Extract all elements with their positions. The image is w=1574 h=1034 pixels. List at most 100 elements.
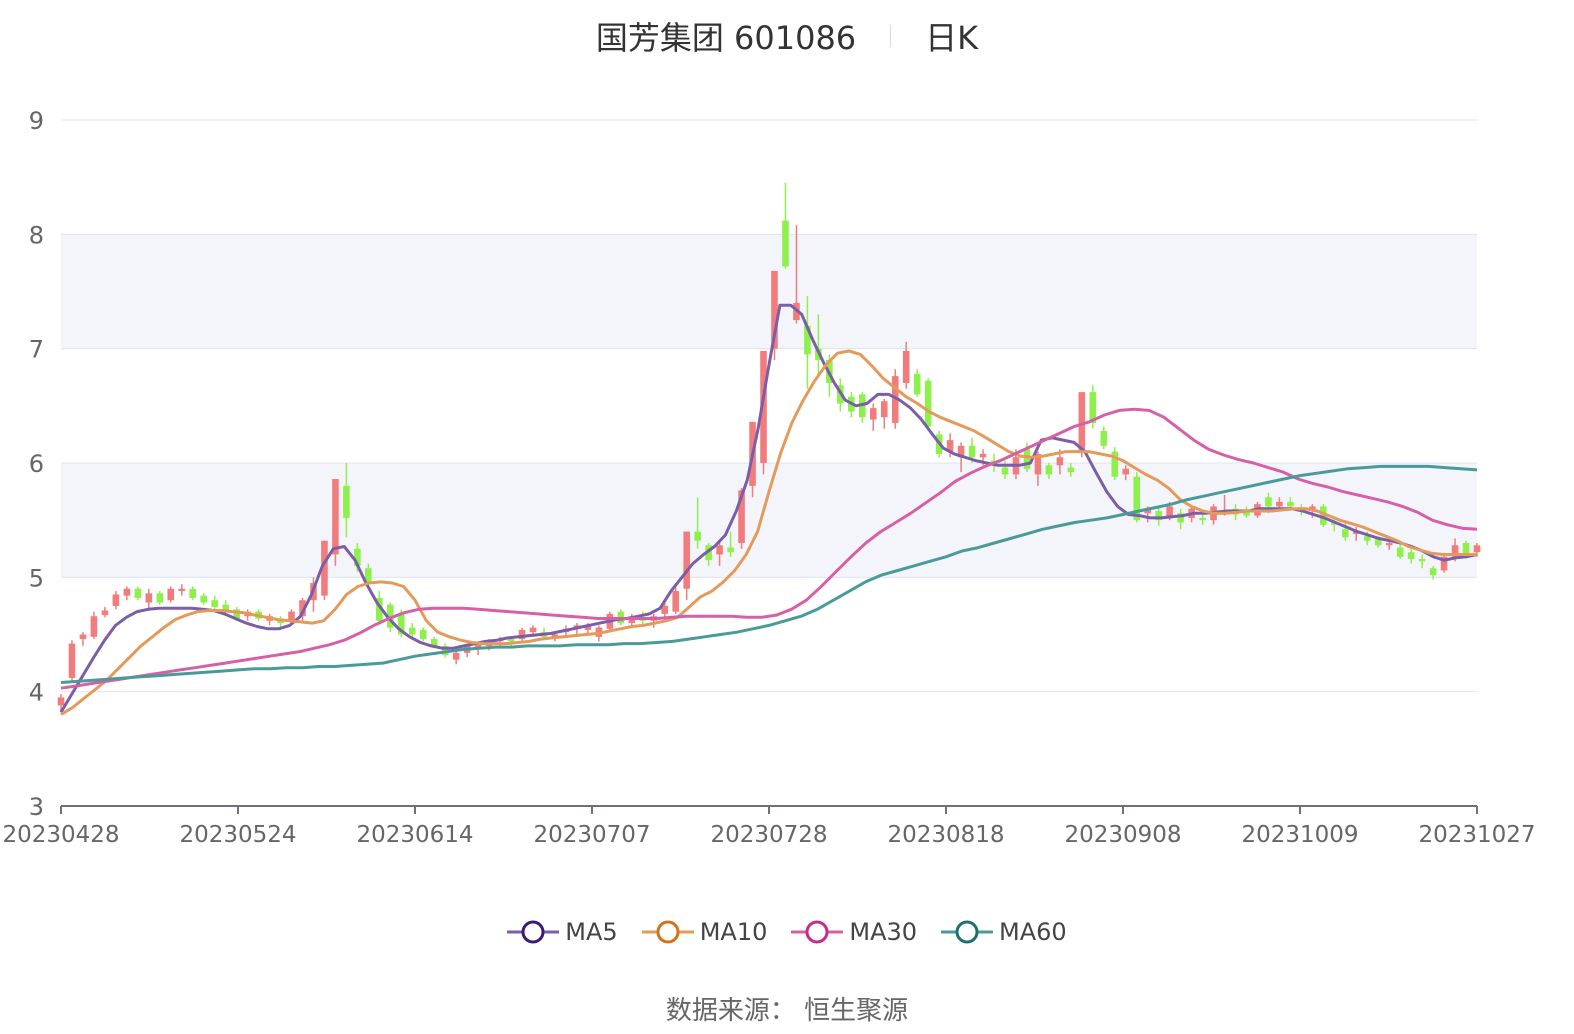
y-tick-label: 6 bbox=[29, 450, 44, 478]
candle-body bbox=[661, 605, 669, 614]
x-tick-label: 20231027 bbox=[1418, 822, 1535, 848]
candle-body bbox=[57, 697, 65, 706]
candle-body bbox=[804, 325, 811, 355]
candle-body bbox=[1451, 545, 1459, 557]
x-tick-label: 20230728 bbox=[710, 822, 827, 848]
candle-body bbox=[112, 594, 120, 606]
candle-body bbox=[1023, 449, 1031, 469]
legend-item-ma30[interactable]: MA30 bbox=[791, 917, 917, 947]
candle-body bbox=[946, 440, 954, 452]
candle-body bbox=[924, 380, 932, 427]
candle-body bbox=[1078, 392, 1086, 452]
x-tick-label: 20230428 bbox=[2, 822, 119, 848]
candle-body bbox=[1177, 513, 1184, 523]
candle-body bbox=[1199, 517, 1206, 521]
candle-body bbox=[332, 479, 339, 555]
candle-body bbox=[167, 588, 175, 601]
x-tick-label: 20230524 bbox=[179, 822, 296, 848]
candle-body bbox=[1056, 457, 1064, 466]
candle-body bbox=[1265, 497, 1272, 507]
candle-body bbox=[277, 620, 284, 624]
period-label: 日K bbox=[925, 19, 979, 57]
legend-label: MA10 bbox=[699, 918, 768, 946]
legend-item-ma10[interactable]: MA10 bbox=[641, 917, 768, 947]
candle-body bbox=[365, 568, 372, 584]
candle-body bbox=[957, 445, 965, 458]
y-tick-label: 9 bbox=[29, 107, 44, 135]
candle-body bbox=[551, 634, 559, 637]
candle-body bbox=[1243, 511, 1250, 516]
candle-body bbox=[672, 591, 679, 612]
candle-body bbox=[1276, 501, 1283, 507]
candle-body bbox=[968, 445, 976, 458]
candle-body bbox=[387, 604, 394, 628]
x-tick-label: 20230707 bbox=[533, 822, 650, 848]
candle-body bbox=[397, 613, 405, 635]
candle-body bbox=[880, 401, 888, 418]
candle-body bbox=[902, 350, 910, 383]
candle-body bbox=[1429, 568, 1437, 576]
candle-body bbox=[79, 634, 87, 640]
candle-body bbox=[178, 588, 186, 592]
x-tick-label: 20230908 bbox=[1064, 822, 1181, 848]
candle-body bbox=[869, 408, 877, 420]
candle-body bbox=[1396, 547, 1404, 557]
x-tick-label: 20231009 bbox=[1241, 822, 1358, 848]
x-tick-label: 20230614 bbox=[356, 822, 473, 848]
candle-body bbox=[452, 652, 460, 660]
candle-body bbox=[233, 609, 240, 619]
candle-body bbox=[1473, 545, 1481, 553]
candle-body bbox=[145, 593, 153, 603]
candle-body bbox=[891, 376, 899, 423]
legend-marker-icon bbox=[507, 920, 560, 944]
plot-band bbox=[61, 234, 1477, 349]
y-tick-label: 5 bbox=[29, 564, 44, 592]
candle-body bbox=[354, 548, 361, 566]
candle-body bbox=[376, 597, 383, 621]
candle-body bbox=[1374, 538, 1382, 546]
y-tick-label: 3 bbox=[29, 793, 44, 821]
y-tick-label: 4 bbox=[29, 679, 44, 707]
candle-body bbox=[1363, 536, 1371, 541]
candle-body bbox=[222, 604, 229, 612]
candle-body bbox=[771, 270, 778, 349]
candle-body bbox=[1385, 543, 1393, 546]
candle-body bbox=[529, 627, 537, 633]
candle-body bbox=[738, 490, 745, 544]
candle-body bbox=[1067, 467, 1075, 473]
candle-body bbox=[474, 643, 482, 649]
title-separator bbox=[890, 25, 892, 47]
candle-body bbox=[760, 350, 767, 463]
candle-body bbox=[727, 547, 734, 553]
candle-body bbox=[705, 545, 712, 561]
candle-body bbox=[156, 593, 164, 603]
candle-body bbox=[408, 627, 416, 635]
candle-body bbox=[211, 600, 218, 608]
legend-item-ma5[interactable]: MA5 bbox=[507, 917, 618, 947]
candle-body bbox=[1287, 501, 1294, 507]
ma-line-ma10 bbox=[60, 349, 1477, 716]
candle-body bbox=[1440, 556, 1448, 571]
candle-body bbox=[782, 220, 789, 267]
candle-body bbox=[189, 588, 197, 598]
candle-body bbox=[1100, 430, 1108, 446]
data-source: 数据来源： 恒生聚源 bbox=[665, 996, 909, 1026]
candle-body bbox=[123, 588, 131, 596]
candle-body bbox=[101, 610, 109, 616]
candle-body bbox=[200, 595, 207, 603]
candle-body bbox=[1111, 451, 1119, 477]
candle-body bbox=[430, 639, 438, 646]
candle-body bbox=[1320, 506, 1327, 525]
legend-marker-icon bbox=[641, 920, 694, 944]
legend-item-ma60[interactable]: MA60 bbox=[941, 917, 1067, 947]
candle-body bbox=[1034, 453, 1042, 475]
ma-line-ma30 bbox=[60, 407, 1478, 690]
candle-body bbox=[1418, 559, 1426, 562]
candle-body bbox=[134, 588, 142, 598]
candle-body bbox=[1166, 506, 1173, 518]
x-tick-label: 20230818 bbox=[887, 822, 1004, 848]
ma-line-ma60 bbox=[60, 464, 1478, 684]
candle-body bbox=[1045, 465, 1053, 475]
y-tick-label: 8 bbox=[29, 221, 44, 249]
legend-marker-icon bbox=[941, 920, 994, 944]
